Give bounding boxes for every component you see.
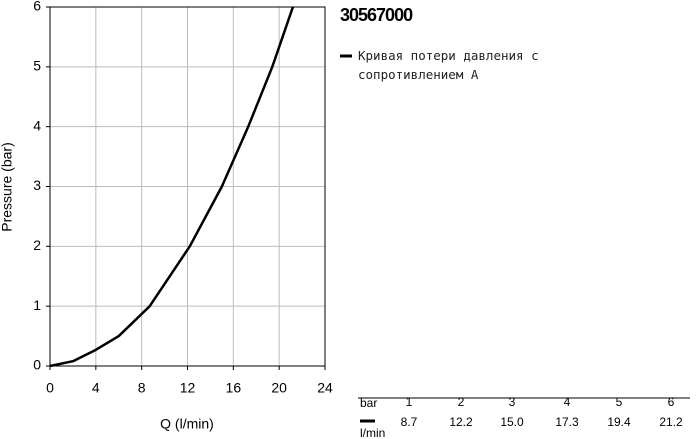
- y-tick-label: 0: [33, 357, 41, 373]
- y-tick-label: 5: [33, 58, 41, 74]
- y-tick-label: 6: [33, 0, 41, 14]
- x-tick-label: 20: [271, 380, 287, 396]
- table-cell: 19.4: [607, 415, 631, 429]
- table-cell: 6: [668, 395, 675, 409]
- table-cell: 5: [616, 395, 623, 409]
- table-header: bar: [360, 396, 377, 410]
- data-line: [49, 6, 295, 368]
- x-tick-label: 0: [46, 380, 54, 396]
- x-tick-label: 16: [226, 380, 242, 396]
- x-axis-label: Q (l/min): [160, 416, 214, 432]
- legend-label: Кривая потери давления с сопротивлением …: [358, 48, 539, 82]
- table-cell: 15.0: [500, 415, 524, 429]
- table-cell: 2: [458, 395, 465, 409]
- chart-title: 30567000: [340, 5, 413, 25]
- x-tick-label: 4: [92, 380, 100, 396]
- y-tick-label: 2: [33, 237, 41, 253]
- table-cell: 3: [509, 395, 516, 409]
- table-header: l/min: [360, 426, 385, 439]
- table-cell: 12.2: [449, 415, 473, 429]
- y-tick-label: 3: [33, 177, 41, 193]
- y-axis-label: Pressure (bar): [0, 142, 15, 231]
- table-cell: 4: [564, 395, 571, 409]
- table-cell: 8.7: [401, 415, 418, 429]
- table-cell: 21.2: [659, 415, 683, 429]
- table-cell: 17.3: [555, 415, 579, 429]
- y-tick-label: 1: [33, 297, 41, 313]
- x-tick-label: 12: [180, 380, 196, 396]
- x-tick-label: 8: [138, 380, 146, 396]
- x-tick-label: 24: [317, 380, 333, 396]
- y-tick-label: 4: [33, 117, 41, 133]
- plot-frame: [49, 6, 326, 367]
- table-cell: 1: [406, 395, 413, 409]
